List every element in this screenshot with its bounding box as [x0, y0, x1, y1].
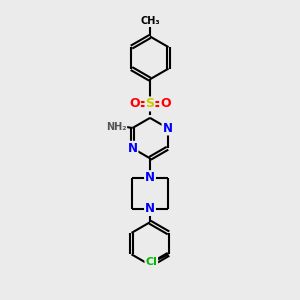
Text: Cl: Cl: [146, 257, 157, 267]
Text: N: N: [163, 122, 172, 134]
Text: O: O: [129, 98, 140, 110]
Text: CH₃: CH₃: [140, 16, 160, 26]
Text: O: O: [160, 98, 171, 110]
Text: N: N: [128, 142, 137, 155]
Text: N: N: [145, 171, 155, 184]
Text: NH₂: NH₂: [106, 122, 126, 131]
Text: N: N: [145, 202, 155, 215]
Text: S: S: [146, 98, 154, 110]
